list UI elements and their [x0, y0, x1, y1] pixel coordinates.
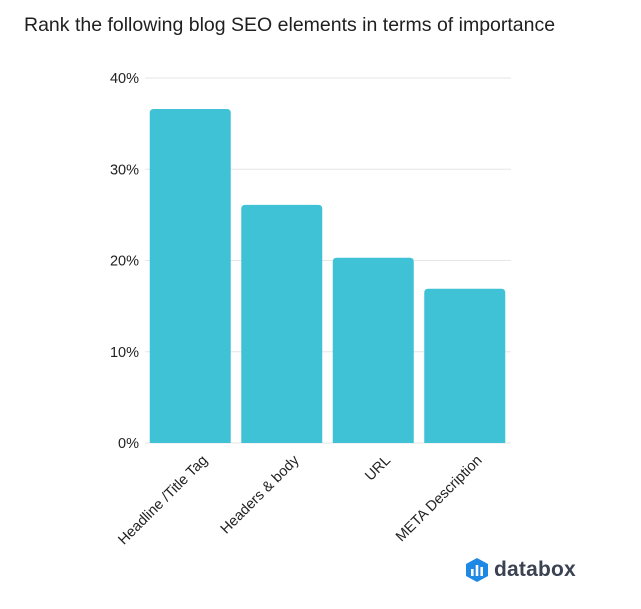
bar: [241, 204, 323, 443]
x-axis-labels: Headline /Title Tag Headers & body URLMETA…: [115, 452, 485, 548]
y-tick-label: 40%: [110, 71, 139, 87]
bars: [149, 109, 506, 444]
databox-logo-icon: [466, 558, 488, 582]
y-axis-ticks: 0% 10% 20% 30% 40%: [110, 71, 139, 452]
y-tick-label: 30%: [110, 162, 139, 178]
y-tick-label: 10%: [110, 345, 139, 361]
bar: [149, 109, 231, 444]
databox-logo: databox: [466, 558, 576, 582]
bar: [424, 288, 506, 443]
x-category-label: Headers & body: [218, 452, 303, 537]
y-tick-label: 20%: [110, 254, 139, 270]
x-category-label: URL: [362, 453, 394, 485]
x-category-label: META Description: [393, 453, 486, 546]
brand-name: databox: [494, 558, 576, 581]
y-tick-label: 0%: [118, 436, 139, 452]
x-category-label: Headline /Title Tag: [115, 453, 211, 549]
bar: [332, 257, 414, 443]
chart-title: Rank the following blog SEO elements in …: [24, 14, 556, 36]
